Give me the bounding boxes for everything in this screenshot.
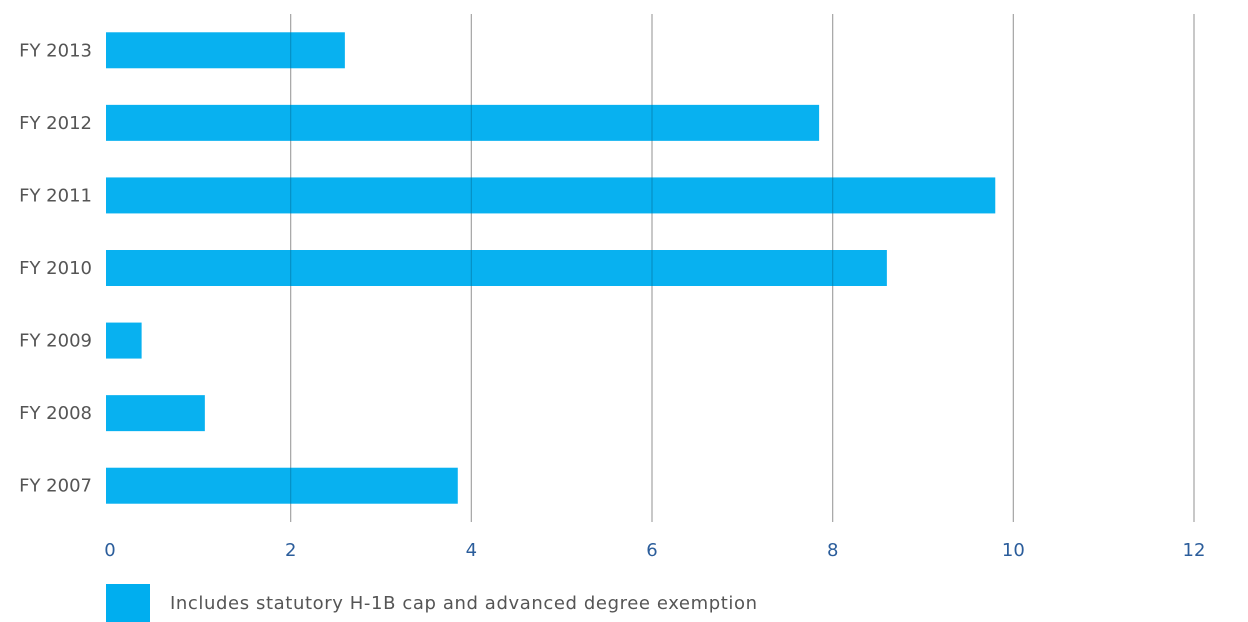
category-label: FY 2007 xyxy=(19,476,92,497)
bar xyxy=(106,104,820,141)
x-tick-label: 0 xyxy=(104,540,115,561)
bar xyxy=(106,250,887,286)
bar xyxy=(106,395,205,432)
x-tick-label: 10 xyxy=(1002,540,1025,561)
category-label: FY 2012 xyxy=(19,113,92,134)
bar xyxy=(106,177,996,214)
x-tick-label: 4 xyxy=(466,540,477,561)
bar xyxy=(106,32,345,69)
x-axis-tick-labels: 0 2 4 6 8 10 12 xyxy=(104,540,1205,561)
category-labels: FY 2013 FY 2012 FY 2011 FY 2010 FY 2009 FY 20… xyxy=(19,40,92,496)
x-tick-label: 8 xyxy=(827,540,838,561)
category-label: FY 2010 xyxy=(19,258,92,279)
bars xyxy=(106,14,1195,522)
legend-swatch xyxy=(106,584,150,622)
bar-chart: FY 2013 FY 2012 FY 2011 FY 2010 FY 2009 FY 20… xyxy=(19,14,1205,561)
category-label: FY 2013 xyxy=(19,40,92,61)
bar xyxy=(106,467,458,504)
x-tick-label: 6 xyxy=(646,540,657,561)
legend: Includes statutory H-1B cap and advanced… xyxy=(106,584,758,622)
x-tick-label: 2 xyxy=(285,540,296,561)
bar xyxy=(106,322,142,359)
legend-label: Includes statutory H-1B cap and advanced… xyxy=(170,592,758,614)
category-label: FY 2009 xyxy=(19,331,92,352)
category-label: FY 2008 xyxy=(19,403,92,424)
x-tick-label: 12 xyxy=(1183,540,1206,561)
category-label: FY 2011 xyxy=(19,185,92,206)
